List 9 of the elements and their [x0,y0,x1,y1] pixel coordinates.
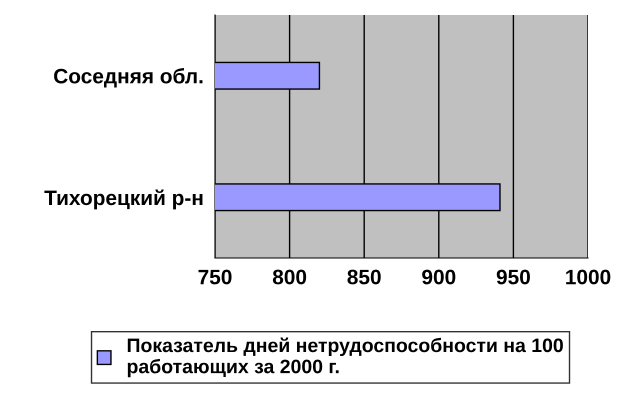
x-tick-label: 850 [347,270,381,284]
x-tick-label: 1000 [566,270,610,284]
y-tick-label: Тихорецкий р-н [44,190,202,210]
y-tick-label: Соседняя обл. [54,68,202,88]
x-tick-label: 900 [422,270,456,284]
x-tick-label: 950 [496,270,530,284]
legend-label: Показатель дней нетрудоспособности на 100 работающих за 2000 г. [128,338,563,378]
x-tick-label: 750 [198,270,232,284]
x-tick-label: 800 [272,270,306,284]
